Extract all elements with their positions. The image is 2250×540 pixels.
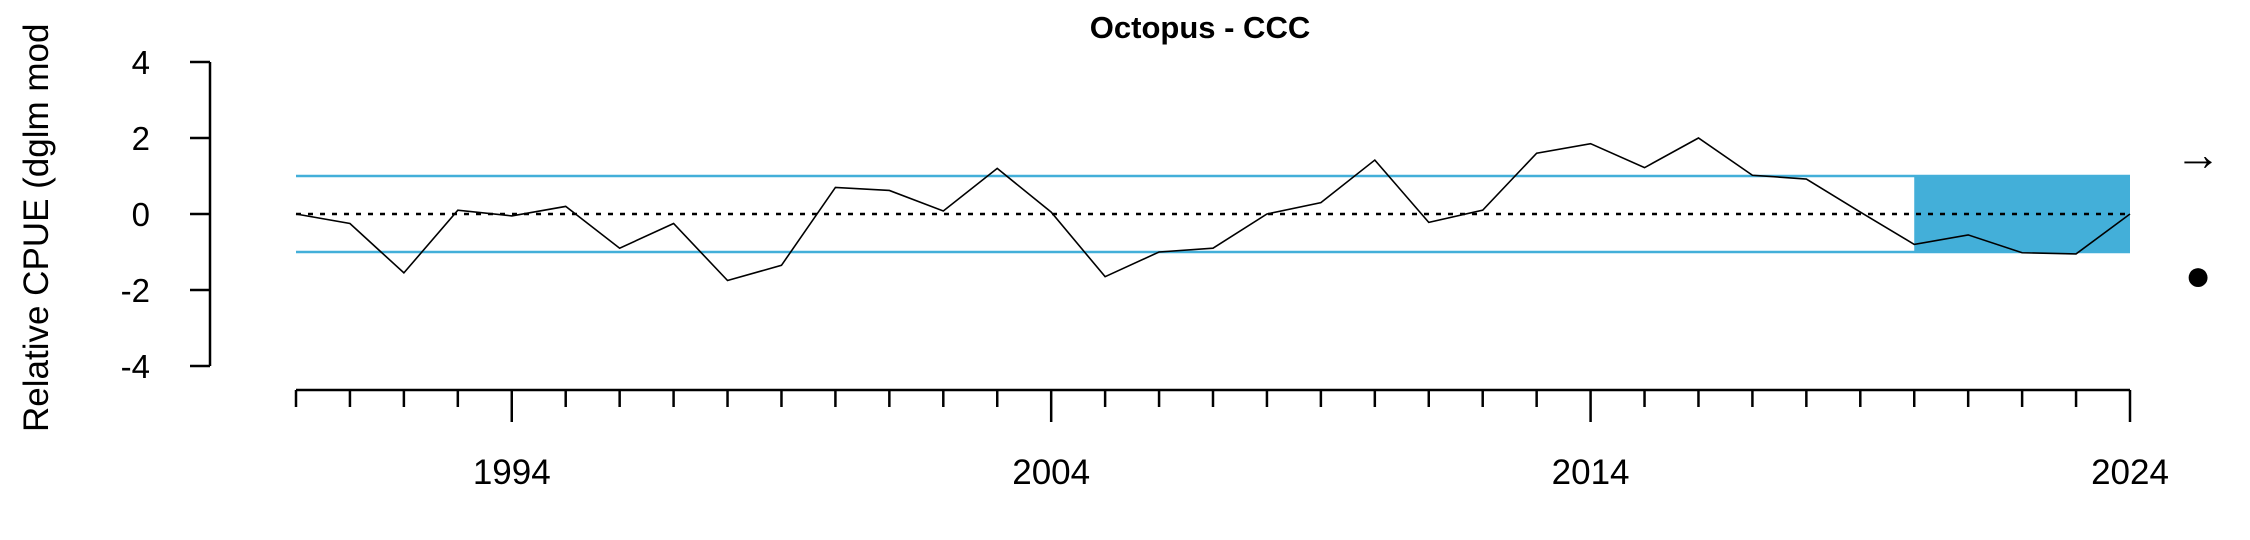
cpue-series-line: [295, 137, 2131, 282]
status-dot-icon: ●: [2185, 251, 2212, 300]
y-tick-label: 2: [132, 120, 150, 157]
y-axis: 4 2 0 -2 -4: [121, 44, 212, 385]
y-tick-label: -2: [121, 272, 150, 309]
y-tick-label: -4: [121, 348, 150, 385]
trend-arrow-icon: →: [2175, 128, 2221, 180]
chart-title: Octopus - CCC: [1090, 10, 1310, 45]
x-tick-label: 2004: [1012, 453, 1090, 492]
y-axis-label: Relative CPUE (dglm mod: [17, 24, 56, 432]
y-tick-label: 0: [132, 196, 150, 233]
x-tick-label: 2024: [2091, 453, 2169, 492]
x-axis: 1994 2004 2014 2024: [294, 388, 2169, 492]
plot-area: [295, 137, 2131, 282]
recent-period-box: [1914, 176, 2130, 252]
x-tick-label: 1994: [473, 453, 551, 492]
x-tick-label: 2014: [1552, 453, 1630, 492]
y-tick-label: 4: [132, 44, 150, 81]
